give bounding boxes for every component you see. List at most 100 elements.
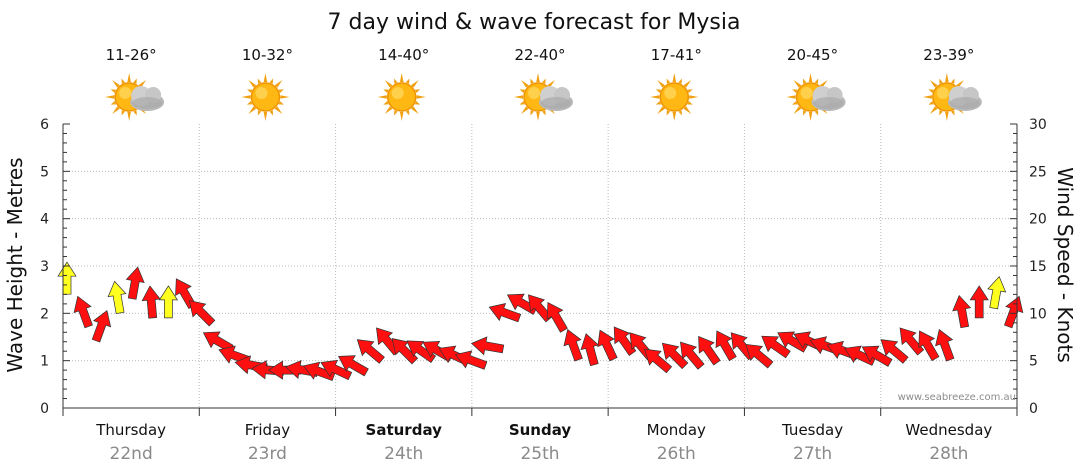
temperature-range: 10-32° [242, 46, 293, 64]
wind-arrow [987, 276, 1007, 310]
right-tick-label: 10 [1029, 306, 1047, 322]
sun-ray [257, 110, 262, 116]
axes: 0 1 2 3 4 5 6 0 5 10 15 20 25 30 [40, 117, 1047, 417]
wind-arrow [1004, 295, 1024, 329]
sun-ray [939, 78, 943, 84]
sun-ray [269, 78, 274, 84]
temperature-range: 11-26° [106, 46, 157, 64]
wind-arrow [952, 294, 972, 329]
sun-ray [683, 80, 692, 88]
sun-icon [241, 73, 290, 121]
sun-ray [655, 89, 662, 93]
sun-ray [514, 95, 524, 99]
sun-ray [687, 101, 693, 105]
sun-highlight [664, 87, 677, 99]
day-name: Tuesday [781, 421, 843, 439]
wind-arrow [470, 336, 505, 356]
sun-ray [112, 80, 120, 88]
sun-rays [650, 73, 699, 121]
wind-arrow [125, 266, 145, 300]
sun-ray [399, 73, 404, 83]
sun-highlight [119, 87, 132, 99]
wind-arrow [528, 294, 553, 323]
sun-ray [246, 101, 253, 105]
day-name: Thursday [95, 421, 166, 439]
day-date: 25th [520, 444, 559, 464]
sun-ray [394, 110, 398, 116]
sun-ray [127, 73, 131, 83]
wind-arrow [563, 328, 583, 362]
sun-ray [280, 95, 290, 99]
sun-ray [655, 101, 662, 105]
sun-ray [786, 95, 796, 99]
sun-ray [414, 101, 421, 105]
sun-ray [133, 110, 137, 116]
partly-cloudy-icon [786, 73, 846, 121]
wind-arrow [57, 261, 77, 295]
wind-arrow [506, 293, 538, 315]
sun-ray [274, 106, 283, 114]
sun-ray [278, 101, 284, 105]
right-tick-label: 0 [1029, 401, 1038, 417]
sun-ray [672, 111, 677, 121]
sun-ray [672, 73, 677, 83]
day-date: 26th [657, 444, 696, 464]
right-axis-title: Wind Speed - Knots [1053, 167, 1077, 363]
sun-ray [384, 106, 393, 114]
wind-arrow [715, 330, 737, 362]
sun-ray [678, 78, 682, 84]
sun-ray [792, 89, 798, 93]
sun-ray [547, 80, 555, 88]
left-tick-label: 4 [40, 212, 49, 228]
day-name: Friday [245, 421, 291, 439]
right-tick-label: 5 [1029, 354, 1038, 370]
credit-text: www.seabreeze.com.au [898, 392, 1016, 403]
day-name: Wednesday [905, 421, 992, 439]
wind-arrow [580, 333, 600, 367]
sun-ray [133, 78, 137, 84]
wind-arrow [302, 361, 336, 381]
sun-ray [248, 80, 257, 88]
temperature-range: 17-41° [651, 46, 702, 64]
sun-ray [939, 110, 943, 116]
wind-arrow [680, 341, 705, 370]
sun-ray [377, 95, 387, 99]
wind-arrow [698, 335, 721, 366]
sun-ray [530, 110, 534, 116]
day-labels: Thursday 22nd Friday 23rd Saturday 24th Sunday… [95, 421, 992, 464]
sun-ray [929, 106, 938, 114]
sun-ray [278, 89, 284, 93]
left-axis-title: Wave Height - Metres [3, 157, 27, 372]
sun-ray [950, 110, 955, 116]
sun-ray [802, 110, 807, 116]
sun-ray [530, 78, 534, 84]
sun-ray [383, 89, 389, 93]
sun-icon [377, 73, 426, 121]
partly-cloudy-icon [514, 73, 573, 121]
sun-ray [536, 111, 540, 121]
sun-ray [814, 110, 819, 116]
sun-ray [241, 95, 251, 99]
sun-ray [121, 110, 126, 116]
sun-ray [257, 78, 262, 84]
sun-ray [683, 106, 692, 114]
day-date: 27th [793, 444, 832, 464]
wind-arrow [918, 330, 940, 362]
sun-highlight [528, 87, 540, 99]
sun-ray [536, 73, 540, 83]
temperature-range: 20-45° [787, 46, 838, 64]
sun-ray [246, 89, 253, 93]
sun-ray [793, 80, 802, 88]
chart-title: 7 day wind & wave forecast for Mysia [328, 10, 741, 35]
wind-arrow [158, 285, 179, 319]
sun-ray [945, 73, 949, 83]
wind-arrow [320, 359, 353, 381]
sun-ray [950, 78, 955, 84]
sun-ray [687, 89, 693, 93]
sun-ray [542, 78, 546, 84]
left-tick-label: 6 [40, 117, 49, 133]
day-name: Saturday [366, 421, 443, 439]
sun-ray [808, 73, 813, 83]
temperature-row: 11-26° 10-32° 14-40° 22-40° 17-41° 20-45° 23-3… [106, 46, 975, 64]
